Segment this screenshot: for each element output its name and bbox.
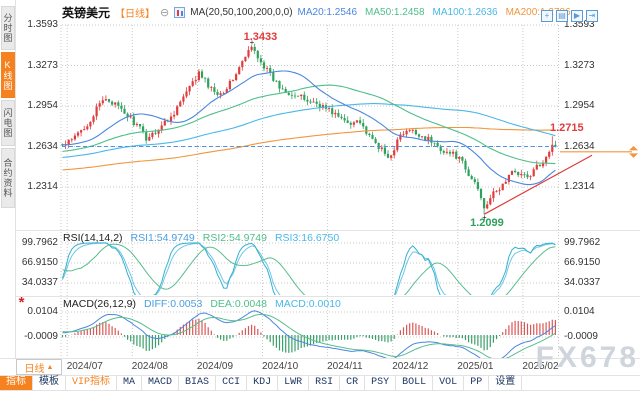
panel-separator (0, 296, 640, 297)
toolbar-lwr[interactable]: LWR (278, 376, 310, 390)
crosshair-icon[interactable]: + (541, 10, 553, 22)
rsi-y-tick: 34.0337 (564, 276, 601, 288)
chart-header: 英镑美元 【日线】 ⊖ MA(20,50,100,200,0,0) MA20:1… (62, 5, 579, 20)
macd-y-tick: 0.0104 (564, 306, 595, 317)
macd-value-diff: DIFF:0.0053 (143, 298, 203, 310)
panel-separator (0, 230, 640, 231)
toolbar-vip-indicator[interactable]: VIP指标 (66, 376, 118, 390)
sidebar-tab-time-chart[interactable]: 分时图 (1, 6, 15, 50)
favorite-star-icon[interactable]: * (18, 294, 25, 311)
ma-value-ma20: MA20:1.2546 (297, 6, 358, 18)
rsi-y-tick: 99.7962 (564, 237, 601, 248)
jump-latest-icon[interactable]: ⇥ (586, 10, 598, 22)
main-y-tick: 1.2314 (27, 181, 58, 193)
toolbar-ma[interactable]: MA (117, 376, 143, 390)
ma-settings[interactable]: MA(20,50,100,200,0,0) (190, 6, 293, 18)
rsi-value-rsi2: RSI2:54.9749 (202, 232, 267, 244)
main-y-tick: 1.2314 (564, 181, 595, 193)
sidebar: 分时图 K线图闪电图合约资料 (0, 0, 16, 358)
toolbar-vol[interactable]: VOL (433, 376, 465, 390)
toolbar-settings[interactable]: 设置 (489, 376, 523, 390)
period-selector[interactable]: 日线 ▲ (16, 359, 62, 375)
rsi-y-tick: 66.9150 (564, 256, 601, 268)
recent-high-label: 1.2715 (550, 122, 584, 135)
macd-value-macd: MACD:0.0010 (274, 298, 341, 310)
toolbar-rsi[interactable]: RSI (309, 376, 341, 390)
toolbar-template[interactable]: 模板 (33, 376, 66, 390)
rsi-y-tick: 66.9150 (21, 256, 58, 268)
ma-values: MA20:1.2546 MA50:1.2458 MA100:1.2636 MA200:… (298, 7, 579, 18)
panel-separator (0, 358, 640, 359)
toolbar-cci[interactable]: CCI (216, 376, 248, 390)
x-axis-label: 2024/08 (131, 361, 168, 372)
main-y-tick: 1.3593 (27, 19, 58, 30)
main-y-tick: 1.2634 (27, 140, 58, 152)
zoom-forward-icon[interactable]: ▶ (571, 10, 583, 22)
macd-title[interactable]: MACD(26,12,9) (63, 298, 136, 310)
macd-y-tick: -0.0009 (24, 330, 58, 342)
rsi-value-rsi3: RSI3:16.6750 (274, 232, 340, 244)
rsi-values: RSI1:54.9749 RSI2:54.9749 RSI3:16.6750 (131, 232, 348, 244)
main-y-tick: 1.3273 (564, 59, 595, 71)
rsi-panel-header: RSI(14,14,2) RSI1:54.9749 RSI2:54.9749 RSI… (63, 232, 347, 244)
symbol-title: 英镑美元 (62, 5, 111, 20)
toolbar-indicator[interactable]: 指标 (0, 376, 33, 390)
toolbar-cr[interactable]: CR (340, 376, 366, 390)
period-selector-label: 日线 (24, 363, 45, 375)
rsi-value-rsi1: RSI1:54.9749 (130, 232, 195, 244)
x-axis-label: 2024/07 (66, 361, 103, 372)
toolbar-kdj[interactable]: KDJ (247, 376, 279, 390)
panel-separator (0, 375, 640, 376)
sidebar-tab-lightning-chart[interactable]: 闪电图 (1, 100, 15, 146)
main-y-tick: 1.2634 (564, 140, 595, 152)
period-tag[interactable]: 【日线】 (115, 8, 156, 20)
x-axis-label: 2024/11 (327, 361, 363, 372)
x-axis-label: 2024/12 (392, 361, 429, 372)
x-axis-label: 2025/02 (522, 361, 559, 372)
high-price-label: 1.3433 (243, 31, 278, 44)
toolbar-pp[interactable]: PP (464, 376, 490, 390)
low-point-marker: + (482, 213, 487, 223)
indicator-toolbar: 指标 模板 VIP指标 MA MACD BIAS CCI KDJ LWR RSI CR PSY BOLL… (0, 376, 640, 391)
ma-value-ma200: MA200:1.2786 (505, 6, 571, 18)
macd-y-tick: -0.0009 (564, 330, 598, 342)
triangle-up-icon: ▲ (46, 363, 54, 371)
toolbar-psy[interactable]: PSY (365, 376, 397, 390)
sidebar-tab-contract-info[interactable]: 合约资料 (1, 148, 15, 208)
main-y-tick: 1.2954 (27, 99, 58, 111)
x-axis-label: 2024/09 (196, 361, 234, 372)
toolbar-bias[interactable]: BIAS (179, 376, 217, 390)
high-point-marker: + (249, 38, 255, 48)
sidebar-tab-kline-chart[interactable]: K线图 (1, 52, 15, 98)
chart-style-icon[interactable] (174, 6, 186, 18)
ma-value-ma50: MA50:1.2458 (365, 6, 425, 18)
collapse-icon[interactable]: ⊖ (160, 6, 170, 19)
low-price-label: 1.2099 (470, 217, 504, 230)
main-y-tick: 1.3593 (564, 19, 595, 30)
rsi-y-tick: 34.0337 (21, 276, 58, 288)
rsi-y-tick: 99.7962 (21, 237, 58, 248)
main-y-tick: 1.3273 (27, 59, 58, 71)
macd-value-dea: DEA:0.0048 (210, 298, 267, 310)
ma-value-ma100: MA100:1.2636 (432, 6, 498, 18)
macd-values: DIFF:0.0053 DEA:0.0048 MACD:0.0010 (144, 298, 349, 310)
chart-window-icon[interactable]: ▤ (556, 10, 568, 22)
x-axis-label: 2025/01 (457, 361, 494, 372)
toolbar-macd[interactable]: MACD (142, 376, 180, 390)
toolbar-boll[interactable]: BOLL (396, 376, 434, 390)
window-icons: + ▤ ▶ ⇥ (541, 10, 598, 22)
macd-y-tick: 0.0104 (27, 306, 58, 317)
main-y-tick: 1.2954 (564, 99, 595, 111)
macd-panel-header: MACD(26,12,9) DIFF:0.0053 DEA:0.0048 MACD:… (63, 298, 349, 310)
x-axis-label: 2024/10 (262, 361, 299, 372)
rsi-title[interactable]: RSI(14,14,2) (63, 232, 123, 244)
